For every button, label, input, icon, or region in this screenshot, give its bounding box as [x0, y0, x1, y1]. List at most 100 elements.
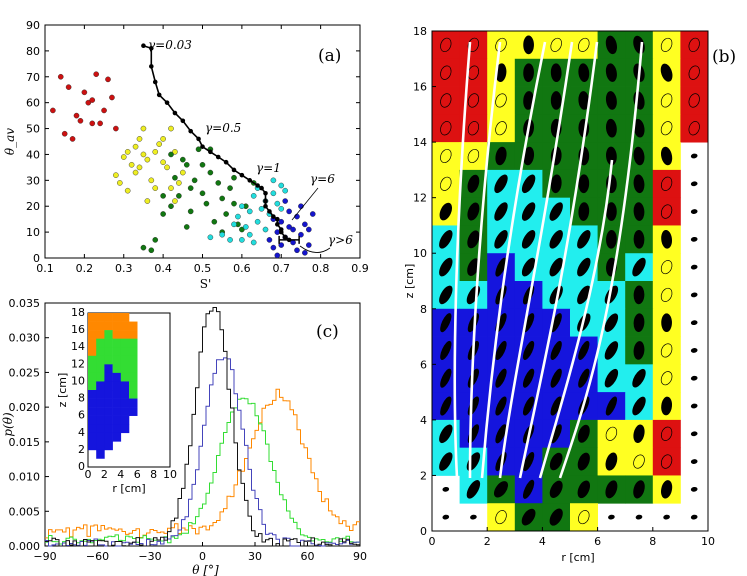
inset-cell [120, 424, 130, 434]
orientation-ellipse [660, 63, 673, 82]
gamma-curve-point [180, 118, 186, 124]
orientation-ellipse [523, 35, 534, 55]
x-tick-label: 0.7 [273, 262, 291, 275]
grid-cell [542, 31, 571, 60]
x-tick-label: 0.3 [115, 262, 133, 275]
orientation-ellipse [440, 148, 452, 164]
inset-x-axis-label: r [cm] [112, 482, 145, 495]
orientation-ellipse [632, 396, 646, 416]
inset-cell [112, 364, 122, 374]
inset-cell [96, 381, 105, 391]
y-tick-label: 0.030 [9, 332, 41, 345]
inset-cell [120, 321, 130, 331]
gamma-curve-point [278, 229, 284, 235]
inset-cell [112, 355, 122, 365]
orientation-ellipse [467, 230, 480, 249]
scatter-point-green [215, 180, 222, 186]
scatter-point-yellow [140, 151, 147, 158]
grid-cell [652, 253, 681, 282]
inset-cell [112, 415, 122, 425]
inset-y-tick-label: 6 [78, 409, 85, 422]
scatter-point-yellow [156, 141, 162, 147]
orientation-ellipse [605, 63, 617, 82]
scatter-point-green [211, 218, 218, 225]
inset-cell [129, 407, 138, 416]
gamma-curve-point [259, 185, 264, 191]
annotation-gamma-6: γ=6 [310, 172, 335, 186]
orientation-ellipse [521, 174, 536, 194]
x-tick-label: 0.8 [312, 262, 330, 275]
grid-cell [652, 169, 681, 199]
inset-x-tick-label: 2 [101, 468, 108, 481]
orientation-ellipse [495, 368, 507, 388]
scatter-point-cyan [219, 231, 225, 238]
orientation-ellipse [577, 424, 590, 443]
scatter-point-red [93, 71, 99, 77]
gamma-curve-point [275, 222, 280, 227]
y-tick-label: 20 [26, 200, 40, 213]
inset-cell [104, 372, 113, 382]
streamline [538, 159, 614, 479]
y-tick-label: 0.000 [9, 540, 41, 553]
y-tick-label: 8 [420, 303, 427, 316]
grid-cell [487, 503, 516, 532]
inset-y-tick-label: 18 [71, 306, 85, 319]
orientation-ellipse [578, 202, 590, 221]
y-tick-label: 0.010 [9, 471, 41, 484]
scatter-point-cyan [243, 224, 249, 230]
scatter-point-yellow [113, 172, 119, 178]
orientation-ellipse [550, 174, 562, 194]
inset-y-axis-label: z [cm] [56, 373, 69, 408]
orientation-ellipse [606, 202, 617, 221]
scatter-point-red [69, 136, 76, 142]
orientation-ellipse [632, 368, 646, 388]
scatter-point-blue [278, 242, 285, 248]
inset-cell [88, 321, 97, 331]
orientation-ellipse [495, 424, 507, 444]
inset-cell [104, 381, 113, 391]
gamma-curve-point [141, 43, 146, 49]
orientation-ellipse [495, 93, 507, 108]
grid-cell [625, 447, 654, 476]
scatter-point-red [57, 73, 64, 80]
streamline [468, 41, 502, 479]
orientation-ellipse [440, 396, 452, 416]
inset-cell [88, 381, 97, 391]
panel-b-grid: 0 2 4 6 8 10 0 2 4 6 8 10 12 14 16 18 r [cm] z [cm] (b) [403, 25, 736, 564]
inset-cell [112, 347, 122, 357]
orientation-ellipse [549, 257, 563, 277]
grid-cell [570, 503, 598, 532]
inset-cell [88, 441, 97, 451]
orientation-ellipse [521, 257, 536, 277]
gamma-curve-point [164, 100, 170, 105]
orientation-ellipse [690, 320, 698, 326]
inset-cell [88, 398, 97, 408]
orientation-ellipse [550, 63, 562, 83]
orientation-ellipse [549, 230, 563, 249]
inset-cell [88, 364, 97, 374]
x-tick-label: 0.4 [154, 262, 172, 275]
plot-frame [431, 30, 709, 532]
inset-cell [104, 398, 113, 408]
orientation-ellipse [690, 236, 698, 242]
scatter-point-blue [274, 252, 281, 259]
annotation-gamma-05: γ=0.5 [205, 121, 241, 135]
scatter-point-yellow [152, 149, 159, 155]
inset-cell [96, 330, 105, 339]
scatter-point-blue [282, 198, 288, 204]
scatter-point-red [89, 97, 96, 103]
inset-x-tick-label: 0 [85, 468, 92, 481]
gamma-curve-point [149, 46, 154, 51]
orientation-ellipse [633, 424, 645, 443]
scatter-point-blue [294, 247, 300, 254]
inset-cell [112, 398, 122, 408]
inset-cell [104, 441, 113, 451]
x-tick-label: 0 [429, 535, 436, 548]
scatter-point-green [148, 247, 155, 254]
orientation-ellipse [632, 257, 646, 277]
orientation-ellipse [633, 146, 645, 166]
scatter-point-yellow [144, 156, 151, 163]
grid-cell [652, 31, 681, 60]
inset-cell [88, 390, 97, 399]
y-tick-label: 12 [413, 192, 427, 205]
